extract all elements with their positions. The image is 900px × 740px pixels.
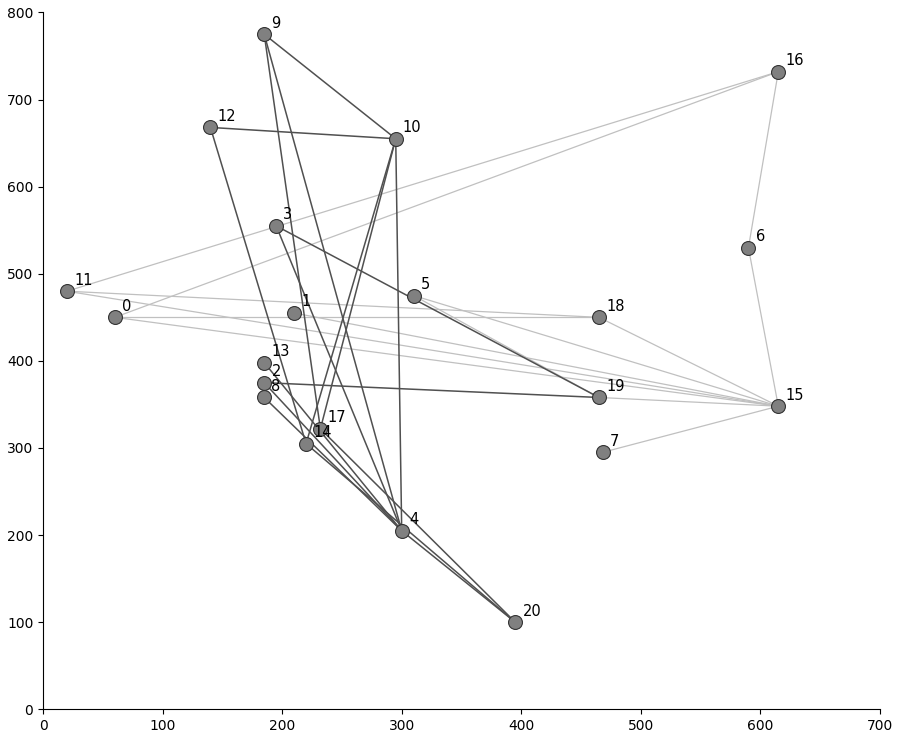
Text: 8: 8 bbox=[272, 379, 281, 394]
Text: 12: 12 bbox=[218, 109, 236, 124]
Point bbox=[108, 312, 122, 323]
Text: 0: 0 bbox=[122, 299, 131, 314]
Text: 17: 17 bbox=[328, 411, 346, 426]
Point bbox=[389, 133, 403, 145]
Point bbox=[257, 377, 272, 389]
Point bbox=[257, 391, 272, 403]
Text: 9: 9 bbox=[272, 16, 281, 31]
Point bbox=[203, 121, 218, 133]
Point bbox=[592, 312, 607, 323]
Point bbox=[771, 66, 786, 78]
Text: 15: 15 bbox=[786, 388, 804, 403]
Point bbox=[313, 423, 328, 435]
Point bbox=[508, 616, 523, 628]
Text: 10: 10 bbox=[403, 121, 421, 135]
Text: 5: 5 bbox=[421, 277, 430, 292]
Text: 1: 1 bbox=[302, 295, 310, 309]
Point bbox=[299, 438, 313, 450]
Point bbox=[269, 220, 284, 232]
Point bbox=[592, 391, 607, 403]
Text: 18: 18 bbox=[606, 299, 625, 314]
Point bbox=[287, 307, 302, 319]
Point bbox=[596, 446, 610, 458]
Text: 14: 14 bbox=[313, 425, 332, 440]
Text: 4: 4 bbox=[409, 512, 419, 528]
Text: 16: 16 bbox=[786, 53, 804, 68]
Text: 2: 2 bbox=[272, 364, 281, 379]
Text: 6: 6 bbox=[756, 229, 765, 244]
Text: 20: 20 bbox=[523, 604, 541, 619]
Point bbox=[771, 400, 786, 412]
Point bbox=[257, 28, 272, 40]
Text: 19: 19 bbox=[606, 379, 625, 394]
Point bbox=[59, 286, 74, 297]
Point bbox=[257, 357, 272, 369]
Point bbox=[394, 525, 409, 536]
Text: 13: 13 bbox=[272, 344, 290, 359]
Text: 3: 3 bbox=[284, 207, 292, 223]
Point bbox=[742, 242, 756, 254]
Point bbox=[407, 289, 421, 301]
Text: 11: 11 bbox=[74, 273, 93, 288]
Text: 7: 7 bbox=[609, 434, 619, 449]
